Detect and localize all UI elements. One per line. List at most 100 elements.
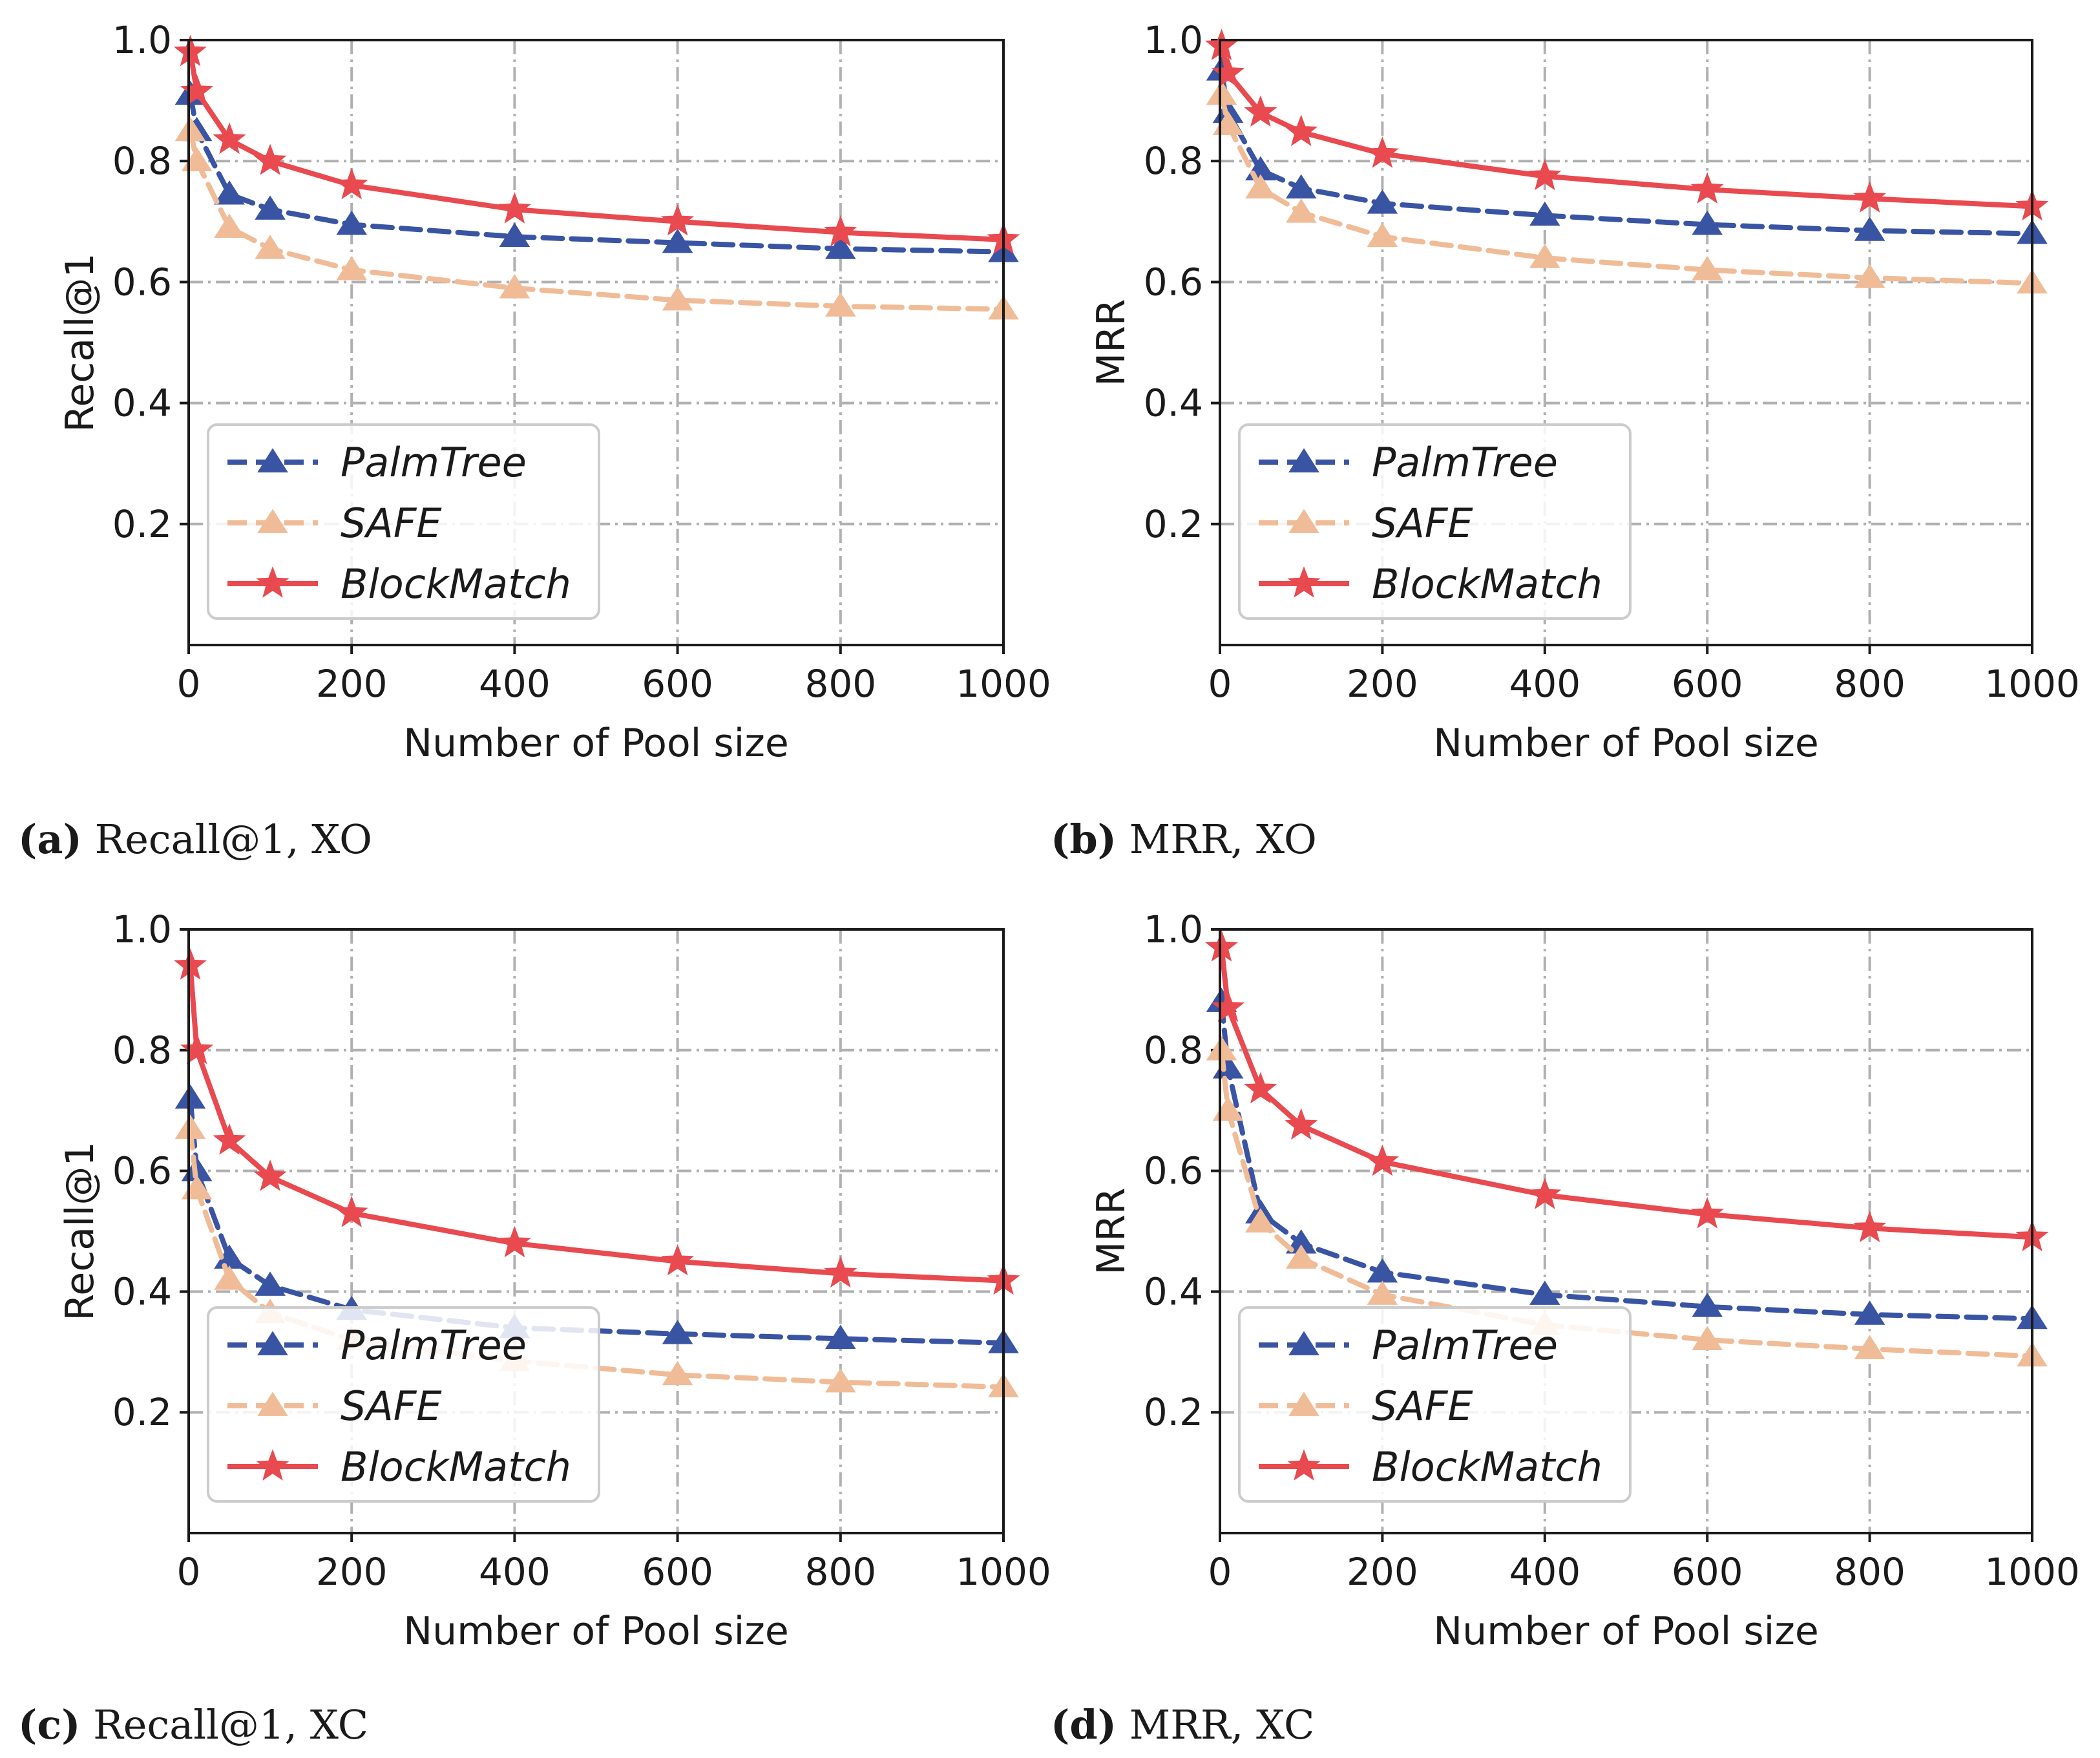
legend-box xyxy=(207,1306,600,1503)
caption-text: MRR, XO xyxy=(1117,816,1317,863)
x-tick-label: 0 xyxy=(1208,662,1232,706)
data-point-blockmatch xyxy=(173,948,207,980)
legend-marker-blockmatch xyxy=(1287,566,1321,598)
data-point-safe xyxy=(1367,1280,1398,1305)
data-point-blockmatch xyxy=(661,1244,695,1276)
y-tick-label: 0.4 xyxy=(112,1269,172,1313)
legend-marker-palmtree xyxy=(257,1331,288,1355)
x-tick-label: 600 xyxy=(1672,1550,1743,1594)
y-axis-label: Recall@1 xyxy=(58,253,103,432)
legend-label-blockmatch: BlockMatch xyxy=(341,560,571,608)
panel-caption: (b) MRR, XO xyxy=(1051,816,1317,863)
series-line-blockmatch xyxy=(187,963,1006,1284)
legend-marker-palmtree xyxy=(257,448,288,472)
y-tick-label: 0.4 xyxy=(112,381,172,425)
panel-caption: (a) Recall@1, XO xyxy=(18,816,372,863)
legend-box xyxy=(207,423,600,620)
data-point-safe xyxy=(1285,1244,1317,1269)
legend-label-palmtree: PalmTree xyxy=(1372,1322,1558,1369)
plot-frame xyxy=(1219,928,2033,1534)
data-point-blockmatch xyxy=(498,1225,531,1258)
data-point-safe xyxy=(1206,80,1237,105)
legend-box xyxy=(1238,423,1632,620)
data-point-blockmatch xyxy=(1285,114,1318,147)
data-point-palmtree xyxy=(255,195,286,220)
y-tick-label: 0.8 xyxy=(1144,1028,1203,1072)
chart-panel-a: 0 200 400 600 800 1000 0.2 0.4 0.6 0.8 1.0 Number o… xyxy=(18,18,1051,863)
y-tick-label: 0.6 xyxy=(112,1149,172,1193)
data-point-blockmatch xyxy=(1528,1178,1562,1209)
data-point-palmtree xyxy=(255,1271,286,1296)
x-tick-label: 400 xyxy=(1509,1550,1580,1594)
caption-id: (b) xyxy=(1051,816,1117,863)
data-point-safe xyxy=(214,213,245,238)
y-tick-label: 0.2 xyxy=(1144,1390,1203,1434)
data-point-safe xyxy=(662,1361,693,1386)
x-tick-label: 1000 xyxy=(956,1550,1051,1594)
plot-frame xyxy=(187,39,1005,646)
legend-marker-blockmatch xyxy=(256,1449,289,1481)
legend-label-palmtree: PalmTree xyxy=(1372,439,1558,486)
legend-marker-safe xyxy=(257,509,288,533)
y-tick-label: 0.8 xyxy=(112,1028,172,1072)
chart-panel-b: 0 200 400 600 800 1000 0.2 0.4 0.6 0.8 1.0 Number o… xyxy=(1051,18,2080,863)
data-point-blockmatch xyxy=(824,215,857,247)
data-point-safe xyxy=(1206,1036,1237,1061)
x-tick-label: 800 xyxy=(804,1550,876,1594)
y-tick-label: 1.0 xyxy=(112,907,172,951)
x-tick-label: 400 xyxy=(479,1550,551,1594)
series-line-blockmatch xyxy=(1219,945,2035,1240)
y-tick-label: 1.0 xyxy=(1144,18,1203,62)
data-point-blockmatch xyxy=(1365,1144,1399,1176)
x-tick-label: 400 xyxy=(1509,662,1580,706)
data-point-blockmatch xyxy=(1690,172,1724,204)
plot-frame xyxy=(1219,39,2033,646)
y-tick-label: 0.8 xyxy=(112,139,172,183)
data-point-blockmatch xyxy=(1244,1072,1277,1104)
x-tick-label: 800 xyxy=(1834,662,1906,706)
legend: PalmTree SAFE BlockMatch xyxy=(207,1306,600,1503)
data-point-safe xyxy=(824,292,856,317)
legend-marker-safe xyxy=(257,1392,288,1416)
y-tick-label: 0.2 xyxy=(112,1390,172,1434)
legend-label-safe: SAFE xyxy=(1372,1382,1473,1430)
data-point-safe xyxy=(1692,256,1723,281)
legend-label-blockmatch: BlockMatch xyxy=(341,1443,571,1490)
data-point-palmtree xyxy=(1854,1300,1885,1325)
data-point-safe xyxy=(1245,174,1276,199)
data-point-palmtree xyxy=(824,1324,856,1350)
y-tick-label: 0.8 xyxy=(1144,139,1203,183)
data-point-blockmatch xyxy=(498,192,531,224)
legend-marker-safe xyxy=(1288,509,1319,533)
x-tick-label: 600 xyxy=(1672,662,1743,706)
caption-text: Recall@1, XO xyxy=(82,816,372,863)
data-point-palmtree xyxy=(1529,1280,1560,1305)
data-point-palmtree xyxy=(174,1084,206,1109)
series-line-safe xyxy=(1219,92,2035,286)
x-tick-label: 200 xyxy=(316,1550,388,1594)
caption-id: (d) xyxy=(1051,1701,1117,1748)
x-tick-label: 800 xyxy=(804,662,876,706)
data-point-blockmatch xyxy=(824,1256,857,1288)
legend-label-blockmatch: BlockMatch xyxy=(1372,1443,1602,1490)
legend-label-blockmatch: BlockMatch xyxy=(1372,560,1602,608)
x-tick-label: 800 xyxy=(1834,1550,1906,1594)
y-tick-label: 0.2 xyxy=(112,502,172,546)
data-point-palmtree xyxy=(499,222,530,248)
data-point-blockmatch xyxy=(1528,158,1562,191)
data-point-palmtree xyxy=(214,180,245,205)
data-point-blockmatch xyxy=(1204,930,1239,962)
data-point-palmtree xyxy=(824,235,856,259)
x-tick-label: 600 xyxy=(642,662,713,706)
data-point-safe xyxy=(174,1114,206,1139)
data-point-safe xyxy=(1529,244,1560,268)
x-tick-label: 200 xyxy=(316,662,388,706)
data-point-palmtree xyxy=(1692,210,1723,235)
x-axis-label: Number of Pool size xyxy=(1433,721,1819,766)
legend: PalmTree SAFE BlockMatch xyxy=(1238,1306,1632,1503)
x-axis-label: Number of Pool size xyxy=(403,1609,789,1654)
x-tick-label: 1000 xyxy=(1984,662,2080,706)
data-point-palmtree xyxy=(1529,201,1560,226)
data-point-blockmatch xyxy=(1211,990,1245,1022)
y-tick-label: 0.6 xyxy=(1144,260,1203,304)
